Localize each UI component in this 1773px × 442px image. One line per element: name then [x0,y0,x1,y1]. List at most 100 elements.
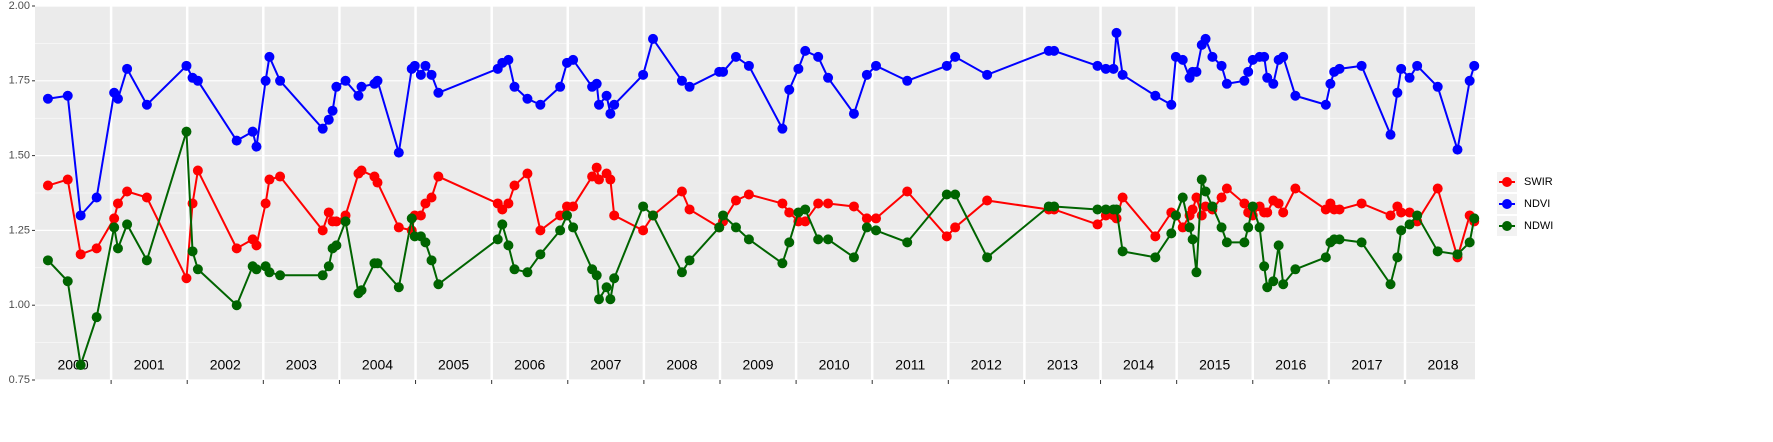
data-point [1196,210,1207,221]
data-point [1191,66,1202,77]
data-point [1432,183,1443,194]
data-point [275,270,286,281]
data-point [1150,231,1161,242]
data-point [1432,246,1443,257]
data-point [1385,129,1396,140]
y-tick-label: 1.00 [9,299,30,311]
data-point [684,204,695,215]
y-tick-label: 1.25 [9,224,30,236]
year-label: 2009 [742,357,773,373]
data-point [1177,222,1188,233]
data-point [522,93,533,104]
data-point [406,213,417,224]
data-point [1396,225,1407,236]
data-point [601,282,612,293]
data-point [1259,261,1270,272]
data-point [1166,99,1177,110]
data-point [535,249,546,260]
year-label: 2002 [210,357,241,373]
data-point [192,75,203,86]
data-point [509,180,520,191]
data-point [591,270,602,281]
data-point [535,225,546,236]
data-point [409,60,420,71]
data-point [122,186,133,197]
data-point [231,243,242,254]
data-point [331,216,342,227]
data-point [1396,63,1407,74]
data-point [848,201,859,212]
data-point [593,174,604,185]
data-point [861,222,872,233]
data-point [62,174,73,185]
data-point [393,282,404,293]
year-label: 2010 [819,357,850,373]
data-point [264,267,275,278]
data-point [638,201,649,212]
data-point [327,105,338,116]
data-point [187,246,198,257]
data-point [1268,276,1279,287]
data-point [1150,90,1161,101]
data-point [433,279,444,290]
legend-label: NDVI [1524,198,1550,210]
data-point [497,219,508,230]
data-point [192,165,203,176]
data-point [684,255,695,266]
data-point [1049,45,1060,56]
data-point [1290,183,1301,194]
data-point [372,177,383,188]
data-point [62,90,73,101]
data-point [1290,264,1301,275]
data-point [1432,81,1443,92]
legend-point [1502,177,1512,187]
data-point [231,300,242,311]
data-point [372,258,383,269]
data-point [1404,207,1415,218]
data-point [181,273,192,284]
data-point [1108,63,1119,74]
data-point [317,225,328,236]
data-point [1177,54,1188,65]
data-point [1262,282,1273,293]
data-point [356,285,367,296]
data-point [433,171,444,182]
data-point [1334,204,1345,215]
data-point [522,168,533,179]
data-point [192,264,203,275]
data-point [941,60,952,71]
data-point [784,207,795,218]
data-point [1117,69,1128,80]
data-point [323,207,334,218]
data-point [823,234,834,245]
data-point [503,54,514,65]
data-point [1221,183,1232,194]
data-point [317,270,328,281]
data-point [813,198,824,209]
year-label: 2001 [134,357,165,373]
data-point [1200,186,1211,197]
data-point [356,81,367,92]
data-point [42,180,53,191]
data-point [743,189,754,200]
data-point [676,267,687,278]
data-point [415,69,426,80]
data-point [91,312,102,323]
data-point [871,60,882,71]
data-point [1207,51,1218,62]
data-point [1177,192,1188,203]
data-point [1392,87,1403,98]
data-point [1111,204,1122,215]
data-point [605,294,616,305]
data-point [676,75,687,86]
data-point [492,234,503,245]
data-point [109,222,120,233]
data-point [275,75,286,86]
data-point [676,186,687,197]
data-point [503,198,514,209]
data-point [568,54,579,65]
data-point [777,198,788,209]
data-point [982,252,993,263]
data-point [1320,252,1331,263]
data-point [251,264,262,275]
